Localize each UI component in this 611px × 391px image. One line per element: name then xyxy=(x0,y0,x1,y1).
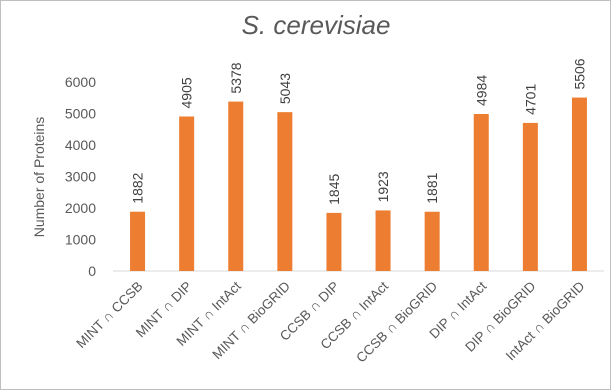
data-label: 5043 xyxy=(277,73,293,104)
bar xyxy=(375,210,391,271)
y-tick-label: 0 xyxy=(88,263,96,279)
y-tick-label: 5000 xyxy=(65,106,96,122)
data-label: 4905 xyxy=(179,77,195,108)
bar xyxy=(424,211,440,271)
bar xyxy=(522,122,538,271)
bar xyxy=(571,97,587,271)
y-tick-label: 2000 xyxy=(65,200,96,216)
bar xyxy=(277,112,293,271)
chart-title: S. cerevisiae xyxy=(242,10,391,40)
data-label: 1923 xyxy=(375,171,391,202)
y-axis-label: Number of Proteins xyxy=(31,117,47,238)
bar xyxy=(228,101,244,271)
bar xyxy=(179,116,195,272)
y-tick-label: 3000 xyxy=(65,169,96,185)
bar xyxy=(326,212,342,271)
data-labels-group: 1882 4905 5378 5043 1845 1923 1881 4984 4701 5506 xyxy=(130,58,588,205)
y-tick-label: 1000 xyxy=(65,232,96,248)
data-label: 1881 xyxy=(424,172,440,203)
data-label: 5506 xyxy=(571,58,587,89)
y-tick-label: 4000 xyxy=(65,137,96,153)
data-label: 5378 xyxy=(228,62,244,93)
bar xyxy=(473,114,489,271)
data-label: 4701 xyxy=(522,84,538,115)
bars-group xyxy=(130,97,587,272)
x-tick-label: MINT ∩ CCSB xyxy=(73,279,145,351)
y-tick-label: 6000 xyxy=(65,74,96,90)
data-label: 1882 xyxy=(130,172,146,203)
data-label: 1845 xyxy=(326,174,342,205)
y-axis-ticks: 0 1000 2000 3000 4000 5000 6000 xyxy=(65,74,96,279)
data-label: 4984 xyxy=(473,75,489,106)
bar xyxy=(130,211,146,271)
